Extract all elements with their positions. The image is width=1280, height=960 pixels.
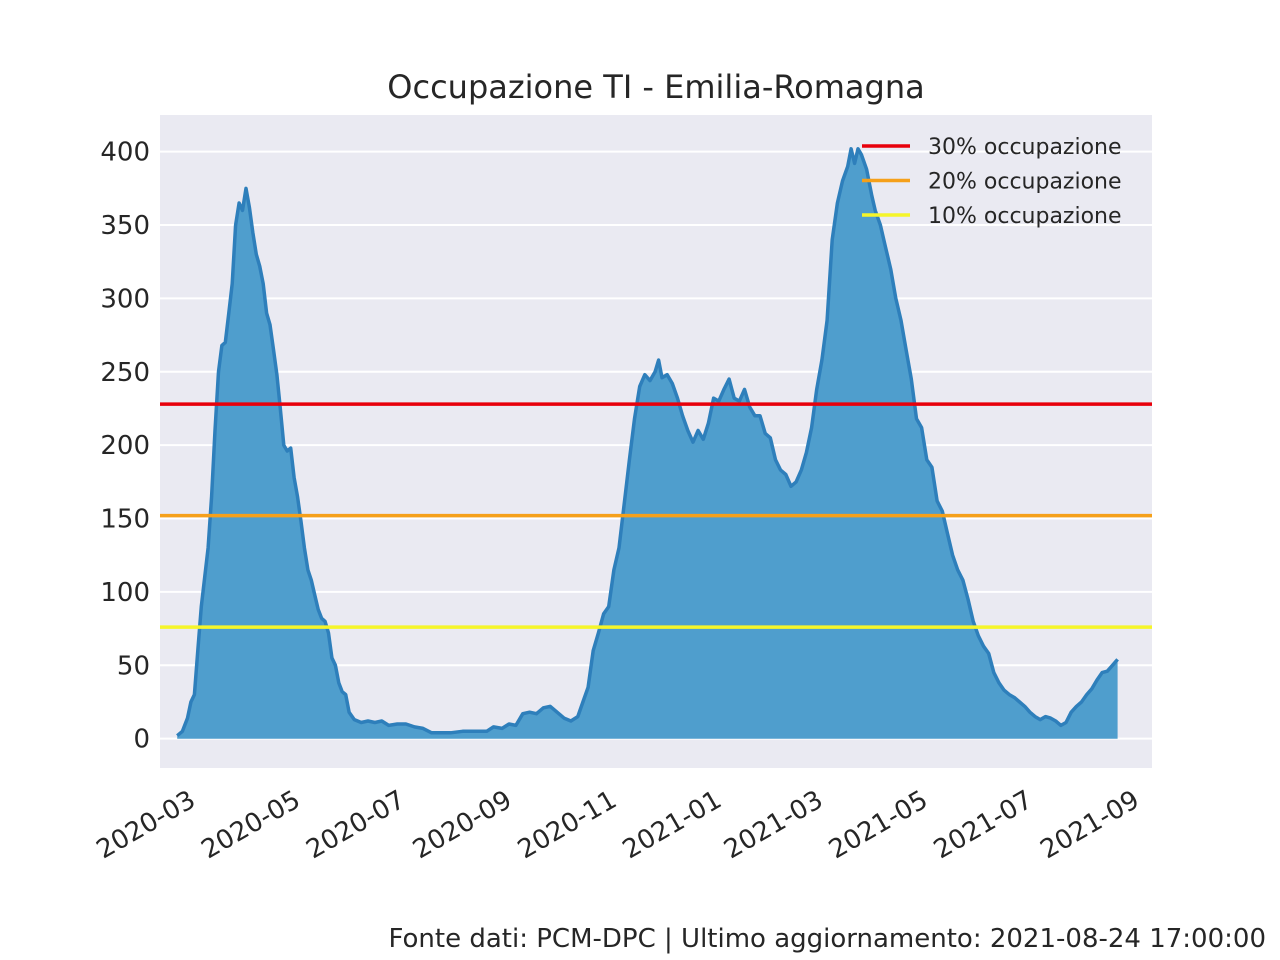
x-tick-label: 2020-11 [513,785,622,865]
y-tick-label: 150 [100,505,150,535]
y-tick-labels: 0 50 100 150 200 250 300 350 400 [100,138,150,755]
series-area [176,147,1119,739]
legend-label: 30% occupazione [928,135,1122,160]
series-line [176,147,1119,738]
y-tick-label: 250 [100,358,150,388]
y-tick-label: 0 [133,725,150,755]
x-tick-label: 2020-09 [408,785,517,865]
x-tick-label: 2020-07 [301,785,410,865]
x-tick-label: 2020-05 [197,785,306,865]
y-tick-label: 100 [100,578,150,608]
x-tick-label: 2021-09 [1036,785,1145,865]
legend-label: 10% occupazione [928,204,1122,229]
legend: 30% occupazione 20% occupazione 10% occupa… [862,135,1122,229]
x-tick-label: 2020-03 [92,785,201,865]
x-tick-label: 2021-07 [929,785,1038,865]
y-tick-label: 300 [100,284,150,314]
y-tick-label: 50 [117,651,150,681]
series-fill [177,148,1118,739]
y-tick-label: 200 [100,431,150,461]
y-tick-label: 350 [100,211,150,241]
y-tick-label: 400 [100,138,150,168]
x-tick-labels: 2020-032020-052020-072020-092020-112021-… [92,785,1145,865]
x-tick-label: 2021-01 [618,785,727,865]
legend-label: 20% occupazione [928,170,1122,195]
footer-source: Fonte dati: PCM-DPC | Ultimo aggiornamen… [388,924,1267,954]
chart-title: Occupazione TI - Emilia-Romagna [387,68,924,106]
threshold-lines [160,402,1152,629]
x-tick-label: 2021-03 [719,785,828,865]
x-tick-label: 2021-05 [824,785,933,865]
